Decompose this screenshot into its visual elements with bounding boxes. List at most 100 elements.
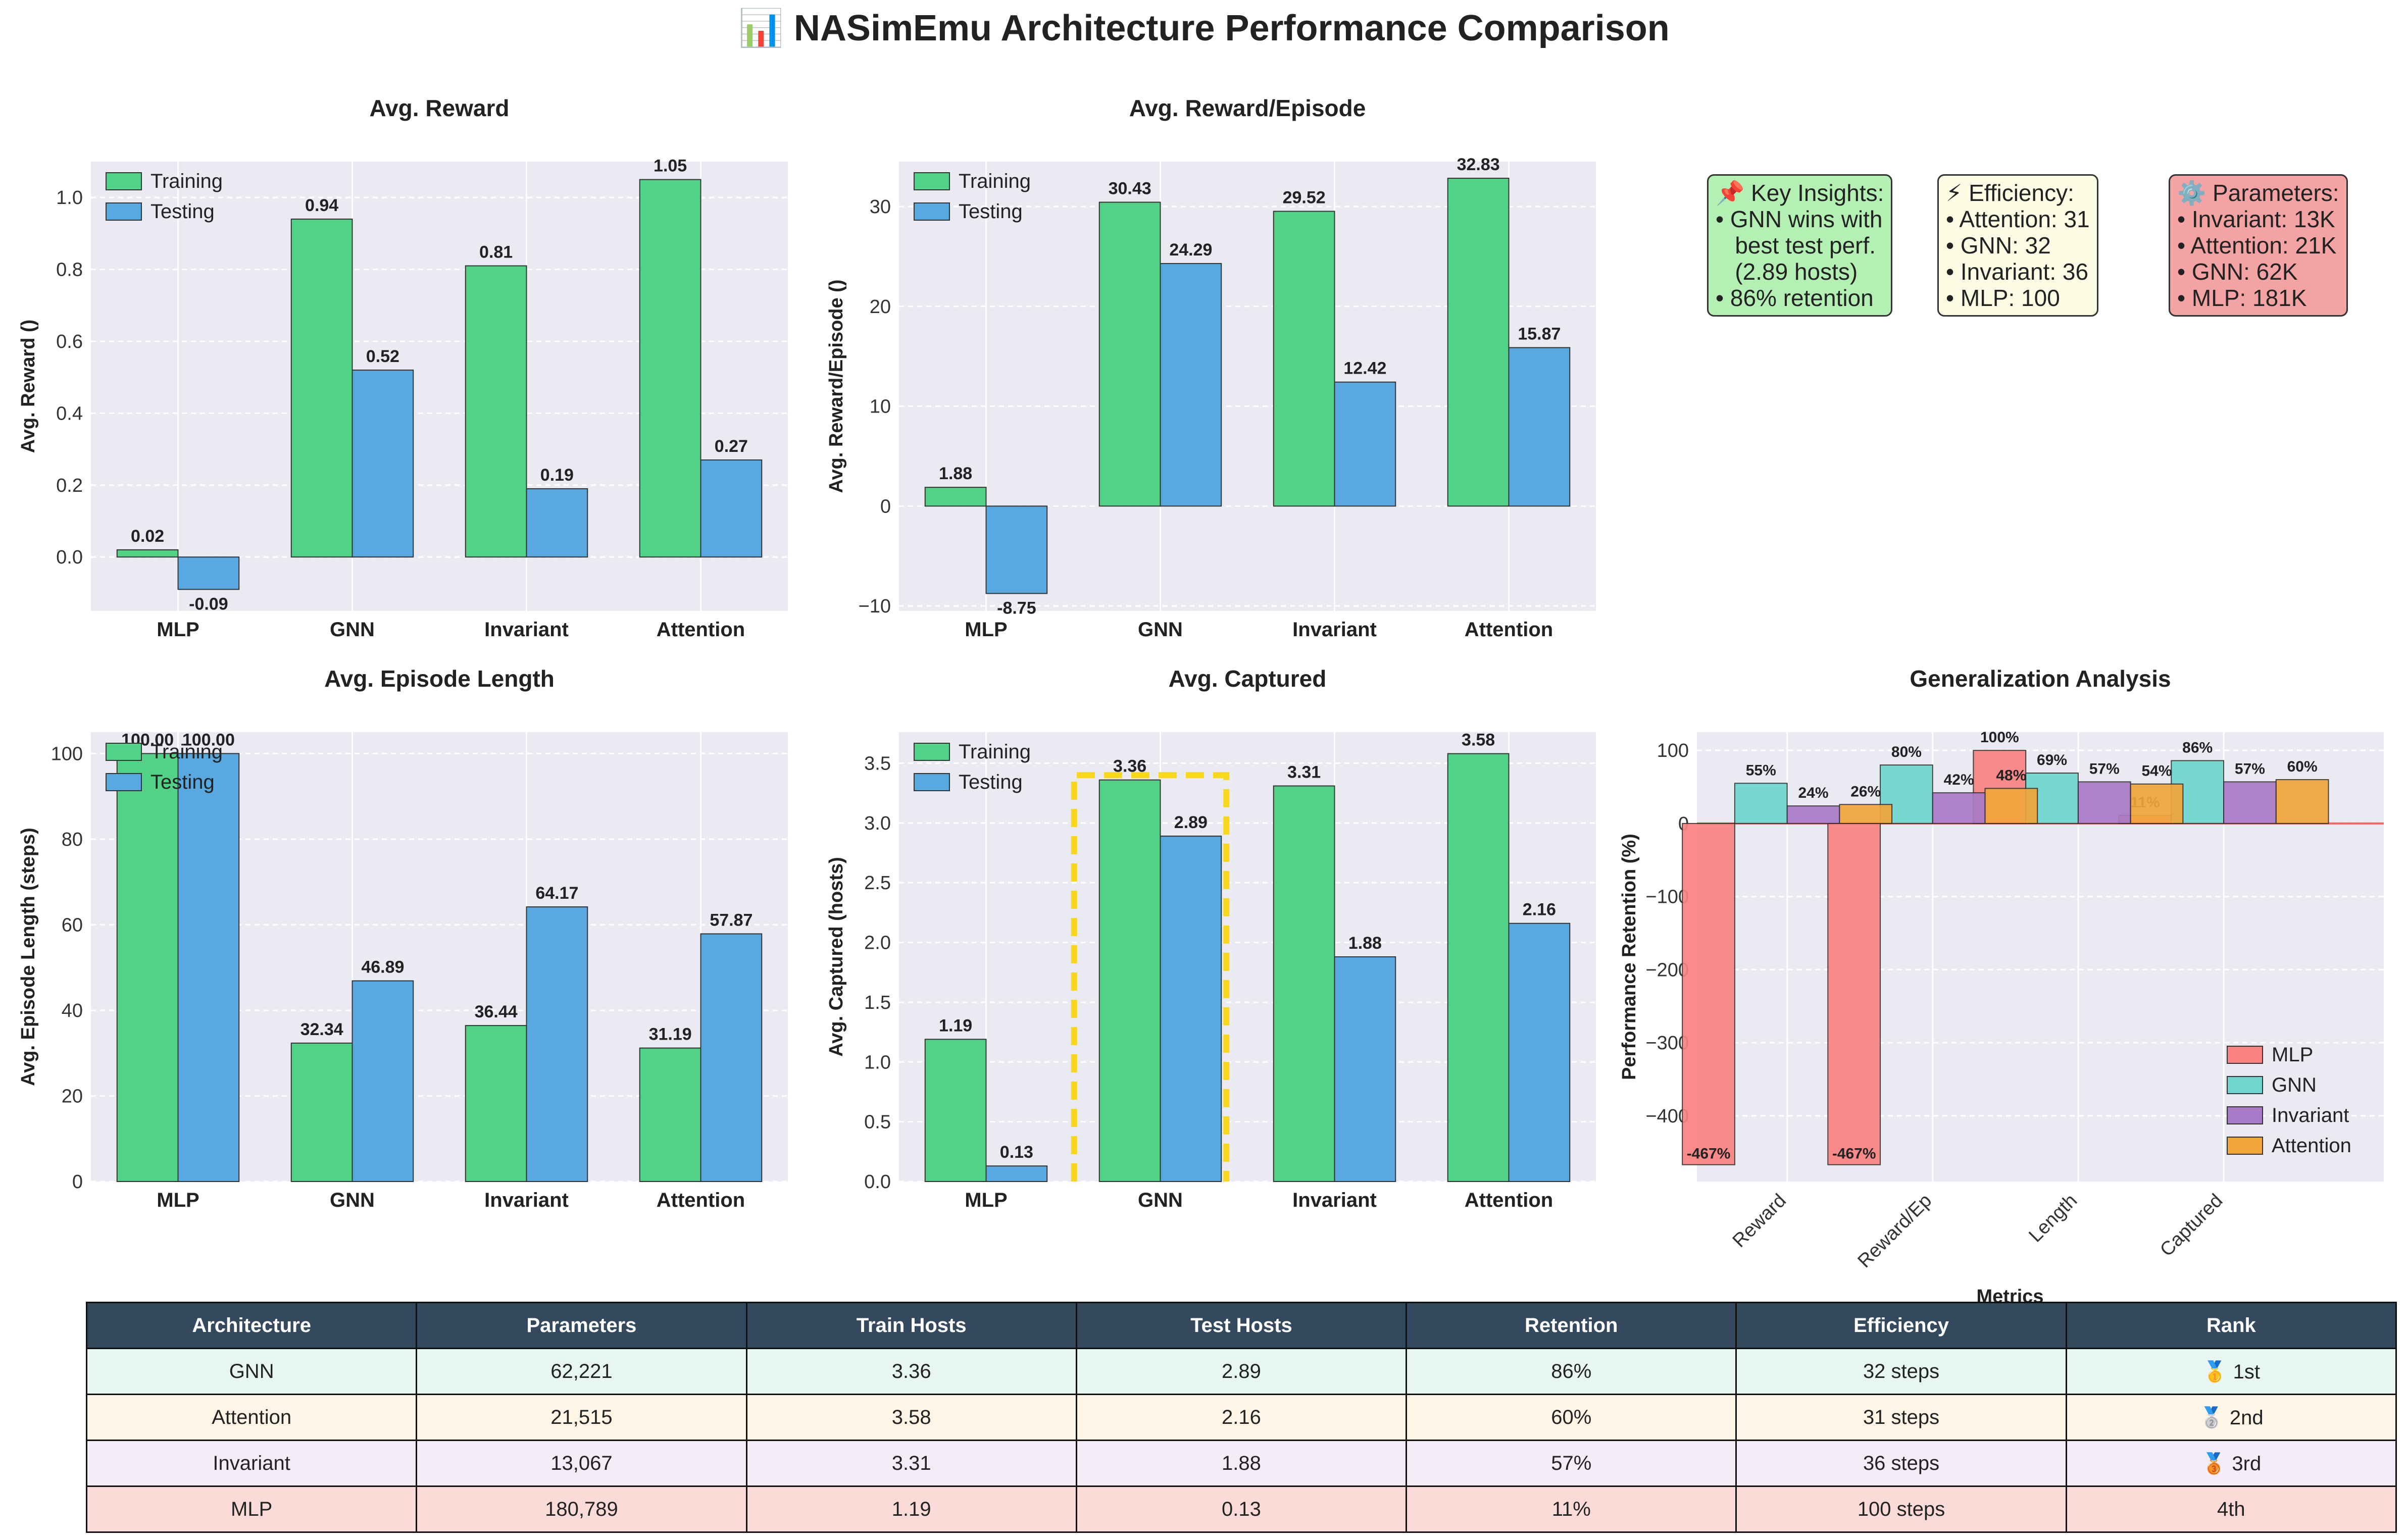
bar-training-attention (1447, 753, 1510, 1182)
table-cell: 13,067 (416, 1440, 747, 1487)
bar-training-gnn (290, 1042, 353, 1182)
chart-title: Avg. Captured (1169, 665, 1327, 692)
table-header-cell: Test Hosts (1075, 1302, 1408, 1349)
table-cell: 4th (2065, 1485, 2397, 1533)
table-cell: GNN (85, 1348, 418, 1395)
y-tick-label: 10 (870, 396, 891, 418)
y-tick-label: 1.0 (864, 1052, 891, 1073)
parameters-box: ⚙️ Parameters: • Invariant: 13K • Attent… (2169, 174, 2348, 317)
x-category-label: Invariant (1292, 1189, 1377, 1211)
bar-value-label: 86% (2182, 739, 2213, 756)
legend-label-attention: Attention (2272, 1135, 2351, 1157)
x-category-label: MLP (157, 619, 199, 641)
table-cell: 3.31 (745, 1440, 1077, 1487)
chart-avg-reward: Avg. Reward 0.0 0.2 0.4 0.6 0.8 1.0 0.02 0.94 0.8… (18, 95, 788, 641)
table-cell: 32 steps (1735, 1348, 2067, 1395)
x-category-label: MLP (965, 1189, 1007, 1211)
table-row: GNN 62,221 3.36 2.89 86% 32 steps 🥇 1st (85, 1348, 2397, 1395)
bar-value-label: 0.19 (540, 466, 574, 485)
key-insights-box: 📌 Key Insights: • GNN wins with best tes… (1707, 174, 1893, 317)
bar-value-label: 2.89 (1174, 813, 1208, 832)
bar-training-mlp (924, 1039, 987, 1182)
legend-label-invariant: Invariant (2272, 1104, 2349, 1126)
y-tick-label: −100 (1645, 887, 1689, 908)
legend-label-gnn: GNN (2272, 1074, 2317, 1096)
bar-attention-captured (2275, 779, 2329, 824)
bar-value-label: 1.05 (654, 157, 687, 176)
bar-value-label: 0.52 (366, 347, 399, 366)
table-cell: 3.58 (745, 1394, 1077, 1441)
y-tick-label: 0.8 (56, 260, 83, 281)
legend-swatch-gnn (2227, 1076, 2263, 1094)
bar-training-gnn (1098, 779, 1161, 1182)
bar-training-mlp (116, 549, 179, 558)
bar-value-label: 15.87 (1518, 324, 1561, 343)
x-category-label: Attention (657, 1189, 745, 1211)
x-category-label: GNN (1138, 619, 1183, 641)
x-category-label: GNN (1138, 1189, 1183, 1211)
y-tick-label: 30 (870, 196, 891, 218)
table-header-cell: Train Hosts (745, 1302, 1077, 1349)
legend-swatch-testing (106, 773, 142, 791)
x-category-label: Invariant (484, 619, 569, 641)
bar-value-label: 3.31 (1287, 763, 1321, 782)
bar-value-label: 100.00 (182, 730, 235, 749)
table-row: Attention 21,515 3.58 2.16 60% 31 steps 🥈 2nd (85, 1394, 2397, 1441)
chart-avg-captured: Avg. Captured 0.0 0.5 1.0 1.5 2.0 2.5 3.0 3.5 1.1… (826, 665, 1596, 1211)
bar-value-label: 80% (1891, 744, 1922, 760)
chart-title: Avg. Episode Length (324, 665, 555, 692)
bar-value-label: 0.94 (305, 196, 338, 215)
bar-testing-invariant (1334, 381, 1396, 507)
table-cell: MLP (85, 1485, 418, 1533)
bar-value-label: 69% (2037, 752, 2067, 768)
bar-testing-mlp (177, 556, 240, 590)
legend-label-testing: Testing (150, 771, 215, 793)
y-tick-label: 40 (62, 1000, 83, 1021)
x-tick-label: Reward/Ep (1854, 1190, 1936, 1272)
table-cell: 3.36 (745, 1348, 1077, 1395)
x-tick-label: Reward (1729, 1190, 1790, 1252)
bar-value-label: 55% (1746, 762, 1776, 779)
table-cell: 2.89 (1075, 1348, 1408, 1395)
bar-testing-attention (700, 459, 763, 558)
y-tick-label: 2.0 (864, 933, 891, 954)
y-tick-label: 20 (870, 296, 891, 318)
bar-testing-invariant (526, 488, 588, 558)
bar-value-label: 1.19 (939, 1016, 972, 1035)
bar-value-label: 57.87 (710, 910, 752, 930)
legend-swatch-testing (914, 202, 950, 221)
bar-training-invariant (465, 265, 527, 558)
x-tick-label: Length (2025, 1190, 2081, 1247)
bar-value-label: 0.81 (479, 242, 513, 262)
table-cell: 1.19 (745, 1485, 1077, 1533)
bar-value-label: 31.19 (649, 1025, 692, 1044)
table-cell: 31 steps (1735, 1394, 2067, 1441)
bar-value-label: 12.42 (1343, 359, 1386, 378)
y-tick-label: 100 (51, 743, 83, 764)
y-tick-label: 0 (880, 496, 891, 517)
y-tick-label: 1.0 (56, 187, 83, 209)
bar-testing-mlp (985, 505, 1048, 594)
bar-value-label: 30.43 (1109, 179, 1151, 198)
bar-value-label: 0.13 (1000, 1143, 1033, 1162)
y-tick-label: 100 (1657, 740, 1689, 761)
legend-swatch-training (106, 172, 142, 190)
bar-training-attention (1447, 178, 1510, 507)
bar-testing-attention (700, 933, 763, 1182)
table-cell: 100 steps (1735, 1485, 2067, 1533)
chart-title: Avg. Reward (370, 95, 510, 121)
bar-value-label: -467% (1687, 1146, 1731, 1162)
chart-avg-episode-length: Avg. Episode Length 0 20 40 60 80 100 100.00 32.… (18, 665, 788, 1211)
bar-value-label: 1.88 (1348, 934, 1382, 953)
table-header-cell: Parameters (416, 1302, 747, 1349)
table-header-cell: Architecture (85, 1302, 418, 1349)
bar-training-attention (639, 1047, 701, 1182)
bar-testing-attention (1508, 347, 1571, 507)
y-tick-label: −300 (1645, 1033, 1689, 1054)
legend-label-testing: Testing (959, 771, 1023, 793)
bar-value-label: 0.27 (715, 437, 748, 456)
y-tick-label: −10 (859, 596, 891, 617)
bar-testing-gnn (1160, 263, 1222, 507)
table-cell: 11% (1406, 1485, 1737, 1533)
bar-invariant-reward (1786, 805, 1840, 824)
